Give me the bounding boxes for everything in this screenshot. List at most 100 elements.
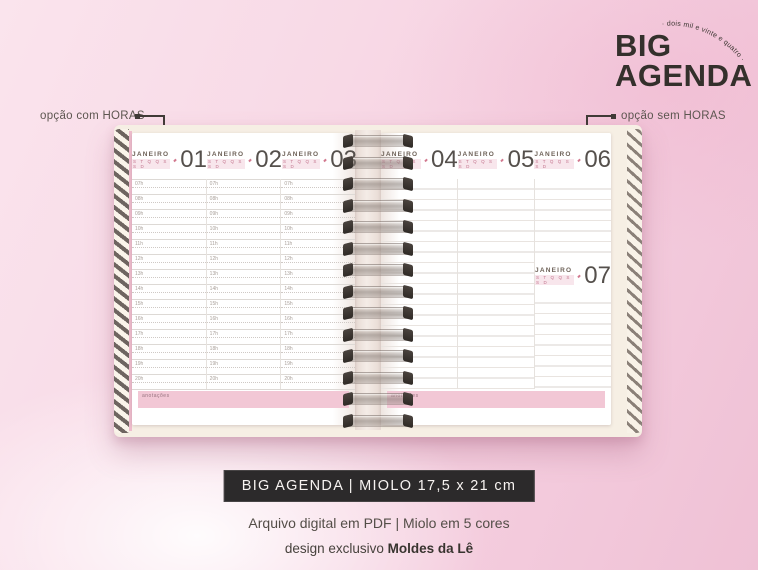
weekday-initials: S T Q Q S S D (282, 159, 321, 169)
day-header: JANEIRO S T Q Q S S D 02 (207, 141, 282, 179)
spiral-coil (343, 285, 413, 298)
left-page-with-hours: JANEIRO S T Q Q S S D 01 JANEIRO S T Q Q S S… (132, 133, 357, 425)
left-notes-bar: anotações (138, 391, 349, 408)
footer-credit-brand: Moldes da Lê (387, 541, 474, 556)
hour-row: 11h (281, 239, 356, 254)
hour-row: 09h (206, 209, 281, 224)
spiral-coil (343, 307, 413, 320)
hour-row: 17h (132, 329, 206, 344)
hour-label: 13h (209, 271, 219, 277)
hour-label: 15h (209, 301, 219, 307)
cover-pink-edge-left (129, 131, 132, 431)
hour-row: 16h (281, 314, 356, 329)
ruled-column (381, 179, 458, 389)
hour-column: 07h 08h 09h 10h 11h 12h 13h 14h 15h 16h 17h 18h 19h 2… (206, 179, 282, 389)
hour-row: 08h (206, 194, 281, 209)
hour-label: 17h (209, 331, 219, 337)
header-dot-icon (323, 158, 328, 162)
header-dot-icon (248, 158, 253, 162)
ruled-column: JANEIRO S T Q Q S S D 07 (535, 179, 611, 389)
hour-label: 17h (284, 331, 293, 337)
spiral-coil (343, 135, 413, 147)
hour-label: 16h (209, 316, 219, 322)
hour-row: 18h (206, 344, 281, 359)
hour-label: 20h (135, 376, 144, 382)
weekday-initials: S T Q Q S S D (535, 275, 575, 285)
hour-row: 08h (281, 194, 356, 209)
weekday-initials: S T Q Q S S D (457, 159, 498, 169)
month-label: JANEIRO (282, 151, 320, 158)
hour-row: 09h (132, 209, 206, 224)
header-dot-icon (500, 158, 505, 162)
hour-label: 14h (284, 286, 293, 292)
month-label: JANEIRO (457, 151, 495, 158)
hour-label: 19h (209, 361, 219, 367)
hour-row: 19h (281, 359, 356, 374)
hour-label: 18h (209, 346, 219, 352)
spiral-coil (343, 393, 413, 406)
day-number: 07 (584, 262, 611, 289)
hour-label: 20h (209, 376, 219, 382)
spiral-coil (343, 371, 413, 384)
hour-label: 13h (284, 271, 293, 277)
brand-logo: · dois mil e vinte e quatro · BIG AGENDA (594, 4, 758, 116)
product-badge: BIG AGENDA | MIOLO 17,5 x 21 cm (223, 470, 535, 502)
hour-row: 20h (206, 374, 281, 389)
footer-description: Arquivo digital em PDF | Miolo em 5 core… (248, 515, 510, 531)
hour-row: 13h (206, 269, 281, 284)
spiral-coil (343, 264, 413, 277)
ruled-lines-top (535, 179, 611, 259)
spiral-coil (343, 178, 413, 191)
hour-row: 19h (132, 359, 206, 374)
header-dot-icon (173, 158, 178, 162)
hour-label: 15h (284, 301, 293, 307)
ruled-column (458, 179, 535, 389)
hour-label: 09h (135, 211, 144, 217)
hour-row: 14h (132, 284, 206, 299)
weekday-initials: S T Q Q S S D (207, 159, 246, 169)
hour-label: 09h (284, 211, 293, 217)
hour-row: 15h (132, 299, 206, 314)
month-label: JANEIRO (534, 151, 572, 158)
weekday-initials: S T Q Q S S D (534, 159, 575, 169)
callout-without-hours-label: opção sem HORAS (621, 110, 726, 122)
hour-row: 16h (206, 314, 281, 329)
hour-label: 15h (135, 301, 144, 307)
day-number: 05 (507, 146, 535, 173)
hour-row: 11h (206, 239, 281, 254)
hour-row: 08h (132, 194, 206, 209)
left-page-headers: JANEIRO S T Q Q S S D 01 JANEIRO S T Q Q S S… (132, 141, 357, 179)
day-header: JANEIRO S T Q Q S S D 07 (535, 262, 611, 290)
hour-row: 09h (281, 209, 356, 224)
hour-row: 16h (132, 314, 206, 329)
logo-arc-caption: · dois mil e vinte e quatro · (662, 21, 746, 63)
hour-label: 14h (209, 286, 219, 292)
hour-row: 14h (206, 284, 281, 299)
hour-label: 08h (209, 196, 219, 202)
footer-credit-prefix: design exclusivo (284, 541, 384, 556)
footer-credit: design exclusivo Moldes da Lê (0, 541, 758, 556)
callout-right-square (611, 114, 616, 119)
cover-striped-edge-right (627, 129, 642, 433)
month-label: JANEIRO (535, 267, 573, 274)
left-page-grid: 07h 08h 09h 10h 11h 12h 13h 14h 15h 16h 17h 18h 19h 2… (132, 179, 356, 390)
hour-label: 10h (284, 226, 293, 232)
callout-right-hline (586, 115, 611, 117)
day-number: 01 (180, 146, 207, 173)
hour-row: 20h (132, 374, 206, 389)
left-notes-label: anotações (142, 393, 170, 399)
spiral-coil (343, 350, 413, 363)
spiral-coil (343, 414, 413, 427)
hour-column: 07h 08h 09h 10h 11h 12h 13h 14h 15h 16h 17h 18h 19h 2… (132, 179, 207, 389)
hour-row: 12h (206, 254, 281, 269)
right-notes-bar: anotações (387, 391, 605, 408)
overflow-day-header: JANEIRO S T Q Q S S D 07 (535, 259, 611, 293)
right-page-grid: JANEIRO S T Q Q S S D 07 (381, 179, 611, 389)
hour-row: 18h (281, 344, 356, 359)
hour-label: 09h (209, 211, 219, 217)
